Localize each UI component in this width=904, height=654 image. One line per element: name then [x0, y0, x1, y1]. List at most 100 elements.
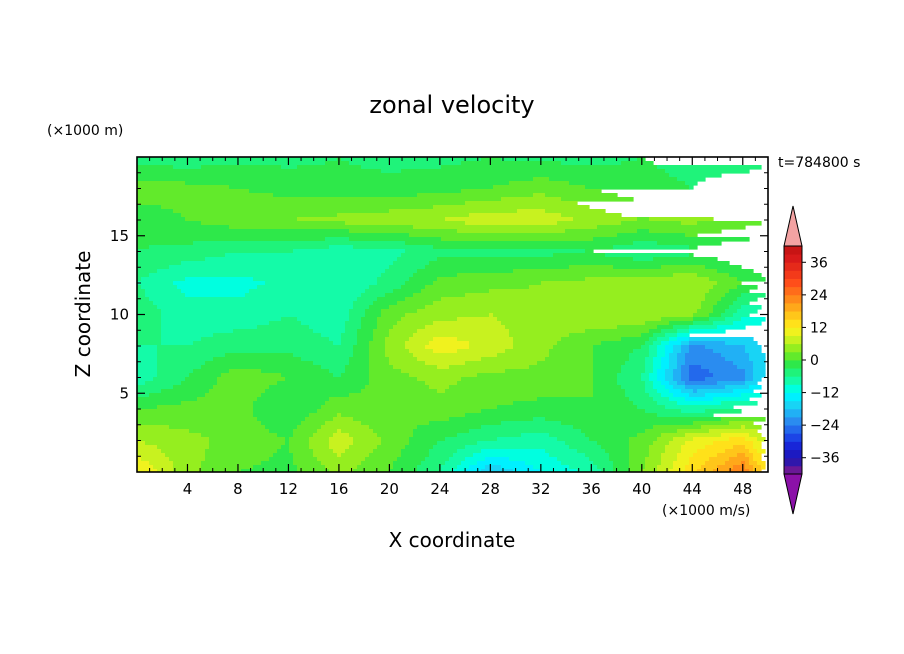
contour-cell — [157, 373, 190, 378]
contour-cell — [753, 365, 766, 370]
contour-cell — [353, 353, 370, 358]
contour-cell — [137, 205, 162, 210]
contour-cell — [437, 389, 446, 394]
contour-cell — [745, 369, 754, 374]
contour-cell — [137, 265, 170, 270]
contour-cell — [345, 449, 374, 454]
contour-cell — [281, 165, 298, 170]
colorbar-band — [784, 246, 802, 255]
contour-cell — [705, 377, 746, 382]
contour-cell — [725, 293, 742, 298]
contour-cell — [449, 385, 594, 390]
contour-cell — [681, 409, 706, 414]
contour-cell — [245, 293, 362, 298]
contour-cell — [137, 229, 350, 234]
contour-cell — [573, 217, 638, 222]
contour-cell — [629, 449, 650, 454]
contour-cell — [749, 433, 762, 438]
colorbar-band — [784, 343, 802, 353]
contour-cell — [665, 353, 670, 358]
contour-cell — [401, 453, 430, 458]
contour-cell — [341, 413, 466, 418]
contour-cell — [593, 349, 634, 354]
contour-cell — [757, 449, 766, 454]
contour-cell — [717, 453, 738, 458]
colorbar-band — [784, 360, 802, 369]
contour-cell — [569, 181, 686, 186]
contour-cell — [137, 253, 226, 258]
contour-cell — [365, 309, 382, 314]
contour-cell — [393, 461, 422, 466]
contour-cell — [157, 349, 354, 354]
contour-cell — [617, 233, 686, 238]
contour-cell — [625, 389, 646, 394]
contour-cell — [321, 461, 362, 466]
contour-cell — [441, 297, 706, 302]
contour-cell — [649, 229, 722, 234]
contour-cell — [617, 325, 658, 330]
contour-cell — [689, 461, 706, 466]
contour-cell — [633, 349, 650, 354]
contour-cell — [377, 321, 398, 326]
contour-cell — [385, 349, 410, 354]
contour-cell — [289, 445, 310, 450]
contour-cell — [161, 341, 194, 346]
contour-cell — [745, 437, 758, 442]
contour-cell — [333, 417, 354, 422]
contour-cell — [413, 429, 470, 434]
colorbar-extend-high — [783, 205, 803, 247]
contour-cell — [561, 421, 694, 426]
contour-cell — [313, 433, 334, 438]
contour-cell — [653, 257, 718, 262]
contour-cell — [661, 393, 674, 398]
contour-cell — [137, 397, 198, 402]
contour-cell — [321, 425, 370, 430]
contour-cell — [601, 469, 614, 472]
contour-cell — [181, 261, 394, 266]
contour-cell — [469, 341, 514, 346]
contour-cell — [485, 465, 502, 470]
contour-cell — [349, 357, 370, 362]
contour-cell — [493, 313, 694, 318]
contour-cell — [205, 453, 274, 458]
contour-cell — [665, 445, 682, 450]
contour-cell — [361, 321, 378, 326]
contour-cell — [201, 461, 262, 466]
contour-cell — [405, 445, 434, 450]
contour-cell — [137, 257, 206, 262]
contour-cell — [629, 437, 658, 442]
contour-cell — [745, 381, 758, 386]
contour-cell — [433, 445, 466, 450]
contour-cell — [193, 341, 334, 346]
contour-cell — [597, 465, 614, 470]
contour-cell — [157, 405, 254, 410]
x-unit-label: (×1000 m/s) — [662, 503, 750, 519]
contour-cell — [357, 329, 374, 334]
contour-cell — [301, 357, 350, 362]
contour-cell — [621, 385, 646, 390]
contour-cell — [273, 193, 418, 198]
contour-cell — [549, 433, 586, 438]
x-tick-label: 12 — [279, 480, 298, 498]
contour-cell — [689, 345, 706, 350]
contour-cell — [281, 445, 290, 450]
contour-cell — [157, 469, 174, 472]
contour-cell — [313, 329, 346, 334]
contour-cell — [353, 305, 370, 310]
contour-cell — [433, 321, 502, 326]
contour-cell — [249, 289, 366, 294]
contour-cell — [213, 333, 322, 338]
contour-cell — [721, 313, 734, 318]
colorbar-tick-label: 24 — [810, 288, 828, 304]
contour-cell — [353, 345, 370, 350]
contour-cell — [677, 333, 690, 338]
contour-cell — [137, 445, 158, 450]
contour-cell — [709, 313, 722, 318]
contour-cell — [697, 309, 714, 314]
colorbar-band — [784, 392, 802, 402]
contour-cell — [417, 469, 442, 472]
x-axis: 4 8 12 16 20 24 28 32 36 40 44 48 — [149, 157, 756, 498]
contour-cell — [705, 445, 734, 450]
contour-cell — [161, 337, 202, 342]
contour-cell — [201, 469, 242, 472]
